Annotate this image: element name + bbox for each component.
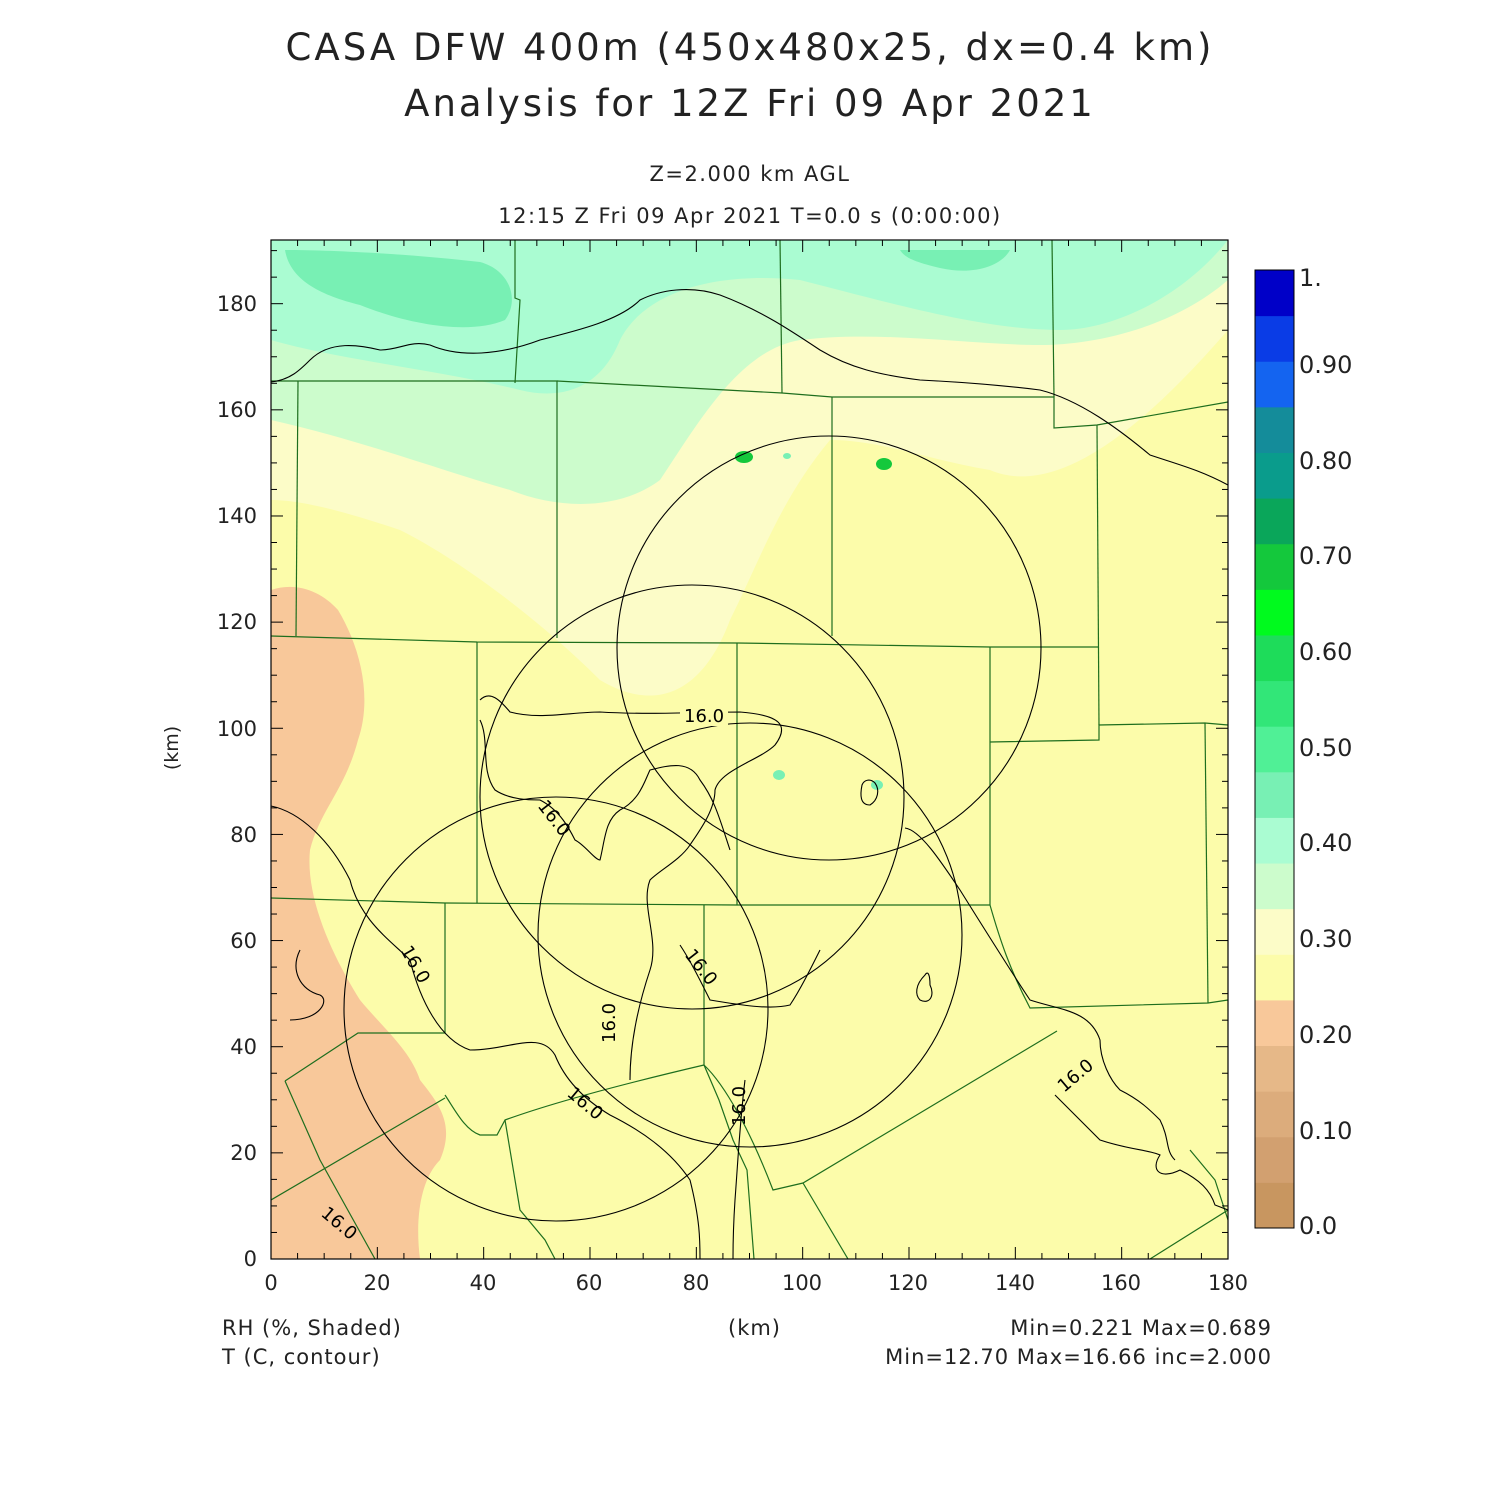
contour-label: 16.0 [684, 706, 724, 727]
contour-label: 16.0 [729, 1086, 750, 1126]
contour-label: 16.0 [599, 1003, 620, 1043]
colorbar-swatch [1255, 726, 1294, 773]
y-tick-label: 0 [244, 1247, 257, 1271]
colorbar-label: 0.50 [1299, 734, 1352, 762]
colorbar-label: 0.10 [1299, 1117, 1352, 1145]
colorbar-swatch [1255, 270, 1294, 317]
county-boundaries [271, 240, 1228, 1259]
x-tick-label: 0 [264, 1271, 277, 1295]
radar-ring-4 [343, 796, 769, 1222]
footer-t-label: T (C, contour) [222, 1345, 381, 1369]
colorbar-label: 0.70 [1299, 542, 1352, 570]
time-subtitle: 12:15 Z Fri 09 Apr 2021 T=0.0 s (0:00:00… [498, 204, 1002, 228]
radar-ring-1 [616, 435, 1042, 861]
colorbar-swatch [1255, 634, 1294, 682]
title-line-2: Analysis for 12Z Fri 09 Apr 2021 [404, 82, 1096, 125]
colorbar-label: 0.40 [1299, 829, 1352, 857]
colorbar-label: 0.80 [1299, 447, 1352, 475]
y-tick-label: 60 [230, 929, 257, 953]
y-tick-labels: 0 20 40 60 80 100 120 140 160 180 [217, 292, 257, 1271]
x-tick-label: 40 [470, 1271, 497, 1295]
colorbar-label: 0.20 [1299, 1021, 1352, 1049]
footer-rh-label: RH (%, Shaded) [222, 1316, 402, 1340]
y-tick-label: 180 [217, 292, 257, 316]
x-tick-label: 160 [1101, 1271, 1141, 1295]
y-tick-label: 40 [230, 1035, 257, 1059]
y-tick-label: 100 [217, 717, 257, 741]
colorbar-swatch [1255, 1045, 1294, 1092]
colorbar-swatch [1255, 498, 1294, 545]
y-tick-label: 120 [217, 610, 257, 634]
x-tick-labels: 0 20 40 60 80 100 120 140 160 180 [264, 1271, 1248, 1295]
colorbar-swatch [1255, 908, 1294, 955]
radar-range-rings [343, 435, 1042, 1222]
temperature-contours [271, 289, 1228, 1259]
x-tick-label: 180 [1208, 1271, 1248, 1295]
colorbar-swatch [1255, 406, 1294, 453]
colorbar [1254, 269, 1295, 1229]
radar-ring-2 [479, 584, 905, 1010]
colorbar-swatch [1255, 817, 1294, 864]
colorbar-swatch [1255, 1091, 1294, 1138]
colorbar-swatch [1255, 543, 1294, 590]
colorbar-swatch [1255, 589, 1294, 636]
footer-t-minmax: Min=12.70 Max=16.66 inc=2.000 [885, 1345, 1272, 1369]
colorbar-label: 0.60 [1299, 638, 1352, 666]
level-subtitle: Z=2.000 km AGL [649, 162, 851, 186]
rh-shading [271, 240, 1228, 1259]
rh-cell-4 [773, 770, 785, 780]
colorbar-swatch [1255, 361, 1294, 408]
x-tick-label: 120 [888, 1271, 928, 1295]
footer-rh-minmax: Min=0.221 Max=0.689 [1010, 1316, 1272, 1340]
colorbar-swatch [1255, 1136, 1294, 1183]
title-line-1: CASA DFW 400m (450x480x25, dx=0.4 km) [285, 26, 1215, 69]
colorbar-swatch [1255, 1182, 1294, 1229]
colorbar-frame [1254, 269, 1295, 1229]
colorbar-labels: 1. 0.90 0.80 0.70 0.60 0.50 0.40 0.30 0.… [1299, 264, 1352, 1240]
rh-moist-patch-north [900, 250, 1010, 271]
colorbar-swatch [1255, 315, 1294, 362]
colorbar-swatch [1255, 863, 1294, 910]
y-tick-label: 140 [217, 504, 257, 528]
colorbar-label: 0.30 [1299, 925, 1352, 953]
rh-moist-patch-west [285, 250, 512, 328]
colorbar-swatch [1255, 954, 1294, 1001]
y-tick-label: 160 [217, 398, 257, 422]
radar-ring-3 [537, 722, 963, 1148]
rh-dry-tongue [271, 586, 447, 1259]
colorbar-label: 0.90 [1299, 351, 1352, 379]
axis-ticks [270, 240, 1229, 1260]
rh-cell-1 [735, 451, 753, 463]
rh-cell-2 [876, 458, 892, 470]
x-tick-label: 100 [782, 1271, 822, 1295]
x-axis-label: (km) [728, 1316, 782, 1340]
x-tick-label: 20 [364, 1271, 391, 1295]
colorbar-swatch [1255, 999, 1294, 1047]
colorbar-swatch [1255, 771, 1294, 818]
y-tick-label: 80 [230, 823, 257, 847]
colorbar-label: 1. [1299, 264, 1322, 292]
y-axis-label: (km) [161, 726, 183, 770]
colorbar-swatch [1255, 680, 1294, 727]
x-tick-label: 140 [995, 1271, 1035, 1295]
colorbar-swatch [1255, 452, 1294, 499]
rh-mint-band [271, 240, 1228, 394]
x-tick-label: 60 [576, 1271, 603, 1295]
colorbar-label: 0.0 [1299, 1212, 1337, 1240]
rh-cell-3 [783, 453, 791, 459]
x-tick-label: 80 [683, 1271, 710, 1295]
y-tick-label: 20 [230, 1141, 257, 1165]
